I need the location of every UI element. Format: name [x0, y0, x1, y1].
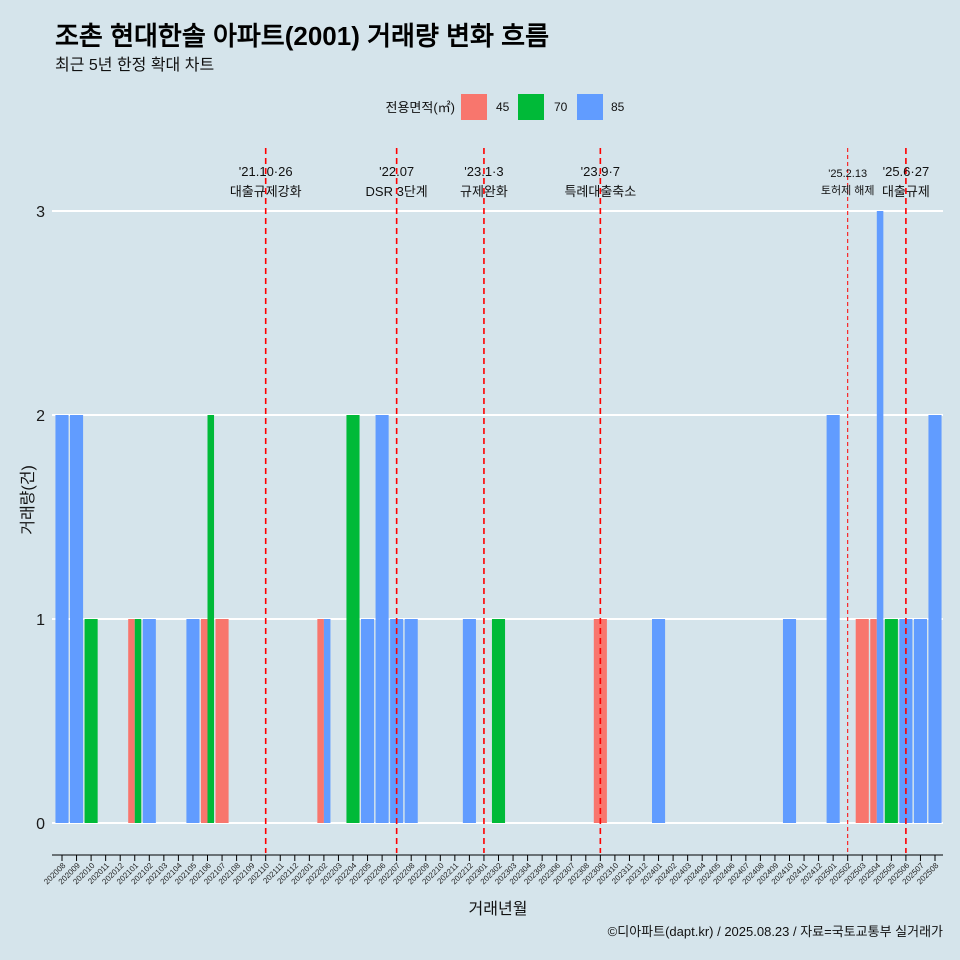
bar-202508-85: [928, 415, 942, 823]
legend-label-85: 85: [611, 100, 625, 114]
bar-202505-70: [884, 619, 898, 823]
bars: [55, 211, 942, 823]
legend-label-70: 70: [554, 100, 568, 114]
bar-202106-70: [207, 415, 215, 823]
event-label-202207: DSR 3단계: [366, 184, 428, 199]
bar-202204-70: [346, 415, 360, 823]
bar-202205-85: [361, 619, 375, 823]
chart-title: 조촌 현대한솔 아파트(2001) 거래량 변화 흐름: [55, 21, 549, 51]
y-tick-label-1: 1: [36, 612, 45, 629]
event-label-202506: 대출규제: [882, 184, 930, 199]
bar-202206-85: [375, 415, 389, 823]
bar-202102-85: [142, 619, 156, 823]
event-date-label-202506: '25.6·27: [883, 164, 930, 179]
bar-202008-85: [55, 415, 69, 823]
bar-202010-70: [84, 619, 98, 823]
legend-key-70: [518, 94, 544, 120]
legend-key-85: [577, 94, 603, 120]
bar-202208-85: [404, 619, 418, 823]
event-annotations: '21.10·26 대출규제강화 '22.07 DSR 3단계 '23.1·3 규제완화 '…: [230, 148, 930, 853]
event-date-label-202502: '25.2.13: [828, 168, 867, 180]
legend: 전용면적(㎡) 45 70 85: [386, 94, 625, 120]
chart-subtitle: 최근 5년 한정 확대 차트: [55, 56, 214, 74]
caption: ©디아파트(dapt.kr) / 2025.08.23 / 자료=국토교통부 실…: [608, 924, 943, 939]
bar-202101-45: [128, 619, 135, 823]
y-axis: 0 1 2 3: [36, 204, 45, 833]
bar-202302-70: [491, 619, 506, 823]
bar-202212-85: [462, 619, 476, 823]
bar-202401-85: [652, 619, 666, 823]
y-axis-title: 거래량(건): [19, 465, 37, 535]
event-label-202110: 대출규제강화: [230, 184, 302, 199]
legend-title: 전용면적(㎡): [386, 100, 456, 115]
event-label-202309: 특례대출축소: [564, 184, 636, 199]
event-label-202502: 토허제 해제: [821, 183, 875, 197]
legend-key-45: [461, 94, 487, 120]
event-date-label-202110: '21.10·26: [239, 164, 293, 179]
bar-202202-85: [323, 619, 331, 823]
event-date-label-202301: '23.1·3: [464, 164, 503, 179]
bar-202503-45: [855, 619, 869, 823]
bar-202504-45: [870, 619, 877, 823]
bar-202101-70: [134, 619, 142, 823]
event-date-label-202207: '22.07: [379, 164, 414, 179]
bar-202507-85: [913, 619, 927, 823]
bar-202504-85: [876, 211, 884, 823]
y-tick-label-0: 0: [36, 816, 45, 833]
bar-202501-85: [826, 415, 840, 823]
bar-202105-85: [186, 619, 200, 823]
event-label-202301: 규제완화: [460, 184, 508, 199]
bar-202202-45: [317, 619, 324, 823]
event-date-label-202309: '23.9·7: [581, 164, 620, 179]
legend-label-45: 45: [496, 100, 510, 114]
bar-202410-85: [782, 619, 797, 823]
y-tick-label-2: 2: [36, 408, 45, 425]
x-axis-title: 거래년월: [469, 900, 528, 918]
bar-202106-45: [200, 619, 208, 823]
bar-202107-45: [215, 619, 229, 823]
bar-202009-85: [70, 415, 84, 823]
y-tick-label-3: 3: [36, 204, 45, 221]
